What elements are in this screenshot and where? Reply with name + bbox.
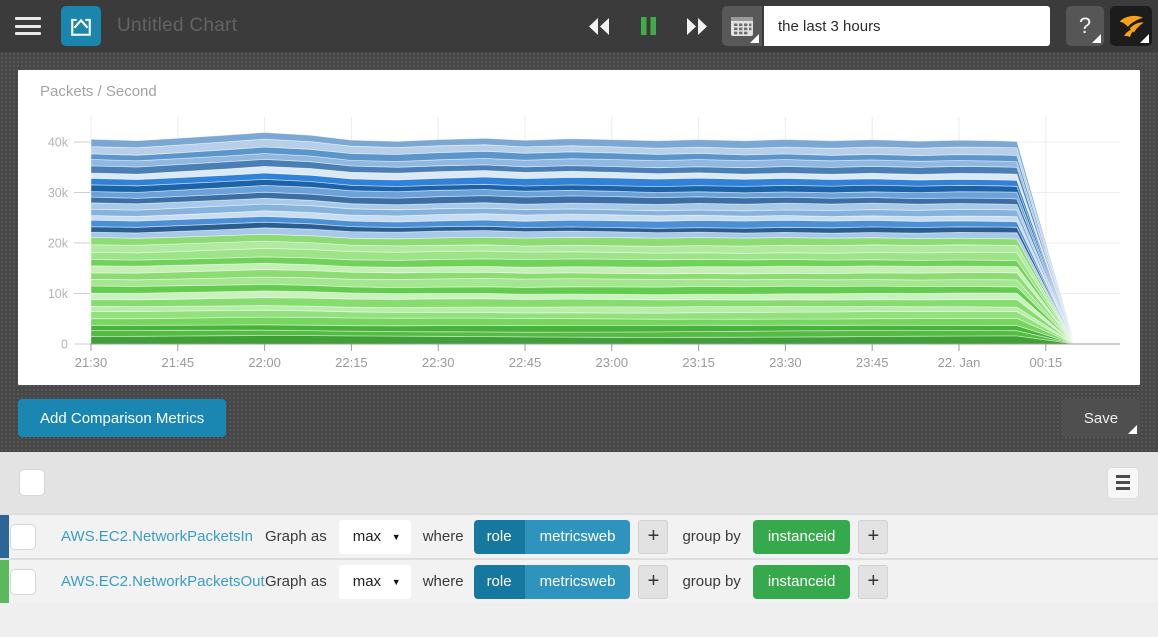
chevron-down-icon: ▼	[391, 576, 401, 587]
add-group-by-button[interactable]: +	[858, 519, 889, 554]
x-tick-label: 23:30	[769, 355, 802, 370]
x-tick-label: 22:45	[509, 355, 542, 370]
chart-title-placeholder[interactable]: Untitled Chart	[117, 15, 238, 36]
brand-logo-button[interactable]	[1110, 6, 1152, 46]
filter-value[interactable]: metricsweb	[524, 519, 631, 554]
chart-axis-title: Packets / Second	[40, 83, 157, 100]
graph-as-label: Graph as	[265, 528, 327, 545]
chart-type-icon[interactable]	[61, 6, 101, 46]
x-tick-label: 22:00	[248, 355, 281, 370]
add-filter-button[interactable]: +	[638, 519, 669, 554]
aggregation-select[interactable]: max ▼	[338, 519, 411, 554]
top-toolbar: Untitled Chart ?	[0, 0, 1158, 52]
y-tick-label: 0	[61, 338, 68, 352]
row-checkbox[interactable]	[11, 524, 35, 549]
select-all-checkbox[interactable]	[20, 470, 44, 495]
series-color-stripe	[0, 515, 9, 558]
help-button[interactable]: ?	[1066, 6, 1104, 46]
x-tick-label: 21:30	[75, 355, 108, 370]
y-tick-label: 40k	[48, 136, 69, 150]
rewind-icon[interactable]	[588, 17, 610, 35]
chart-band	[90, 132, 1076, 345]
where-label: where	[422, 528, 464, 545]
group-by-tag[interactable]: instanceid	[752, 519, 851, 554]
metric-name-link[interactable]: AWS.EC2.NetworkPacketsIn	[61, 528, 254, 545]
aggregation-value: max	[352, 573, 382, 590]
y-tick-label: 30k	[48, 186, 69, 200]
x-tick-label: 00:15	[1030, 355, 1063, 370]
filter-key[interactable]: role	[473, 519, 525, 554]
metrics-table: AWS.EC2.NetworkPacketsIn Graph as max ▼ …	[0, 452, 1158, 637]
x-tick-label: 23:15	[682, 355, 715, 370]
filter-value[interactable]: metricsweb	[524, 564, 631, 599]
add-group-by-button[interactable]: +	[858, 564, 889, 599]
y-tick-label: 10k	[48, 287, 69, 301]
save-button[interactable]: Save	[1062, 399, 1140, 437]
flame-logo-icon	[1119, 15, 1144, 37]
chart-workspace: Packets / Second 0 10k 20k 30k 40k 21:30 21:45…	[0, 52, 1158, 452]
metric-name-link[interactable]: AWS.EC2.NetworkPacketsOut	[61, 573, 265, 590]
group-by-label: group by	[682, 573, 741, 590]
playback-controls	[588, 0, 708, 52]
chevron-down-icon: ▼	[391, 531, 401, 542]
aggregation-select[interactable]: max ▼	[338, 564, 411, 599]
add-comparison-metrics-button[interactable]: Add Comparison Metrics	[18, 399, 227, 437]
series-color-stripe	[0, 560, 9, 603]
filter-key[interactable]: role	[473, 564, 525, 599]
calendar-icon	[731, 17, 753, 36]
metric-row-packets-in: AWS.EC2.NetworkPacketsIn Graph as max ▼ …	[0, 513, 1158, 558]
y-tick-label: 20k	[48, 237, 69, 251]
line-chart-glyph	[71, 18, 91, 36]
x-tick-label: 23:00	[596, 355, 629, 370]
x-tick-label: 23:45	[856, 355, 889, 370]
filter-tag[interactable]: role metricsweb	[473, 564, 631, 599]
pause-icon[interactable]	[640, 17, 656, 35]
group-by-tag[interactable]: instanceid	[752, 564, 851, 599]
stacked-area-chart[interactable]: 0 10k 20k 30k 40k 21:30 21:45 22:00 22:15 22:30 22…	[18, 70, 1140, 385]
x-tick-label: 21:45	[162, 355, 195, 370]
table-options-button[interactable]	[1108, 467, 1138, 498]
group-by-label: group by	[682, 528, 741, 545]
row-checkbox[interactable]	[11, 569, 35, 594]
metrics-table-header	[0, 452, 1158, 513]
help-label: ?	[1078, 13, 1092, 38]
add-filter-button[interactable]: +	[638, 564, 669, 599]
hamburger-menu-icon[interactable]	[15, 17, 41, 35]
calendar-button[interactable]	[722, 6, 762, 46]
where-label: where	[422, 573, 464, 590]
graph-as-label: Graph as	[265, 573, 327, 590]
x-tick-label: 22:30	[422, 355, 455, 370]
aggregation-value: max	[352, 528, 382, 545]
x-tick-label: 22:15	[335, 355, 368, 370]
metric-row-packets-out: AWS.EC2.NetworkPacketsOut Graph as max ▼…	[0, 558, 1158, 603]
time-range-input[interactable]	[764, 6, 1050, 46]
fast-forward-icon[interactable]	[686, 17, 708, 35]
x-tick-label: 22. Jan	[938, 355, 981, 370]
filter-tag[interactable]: role metricsweb	[473, 519, 631, 554]
chart-panel: Packets / Second 0 10k 20k 30k 40k 21:30 21:45…	[18, 70, 1140, 385]
menu-bars-icon	[1116, 475, 1130, 478]
